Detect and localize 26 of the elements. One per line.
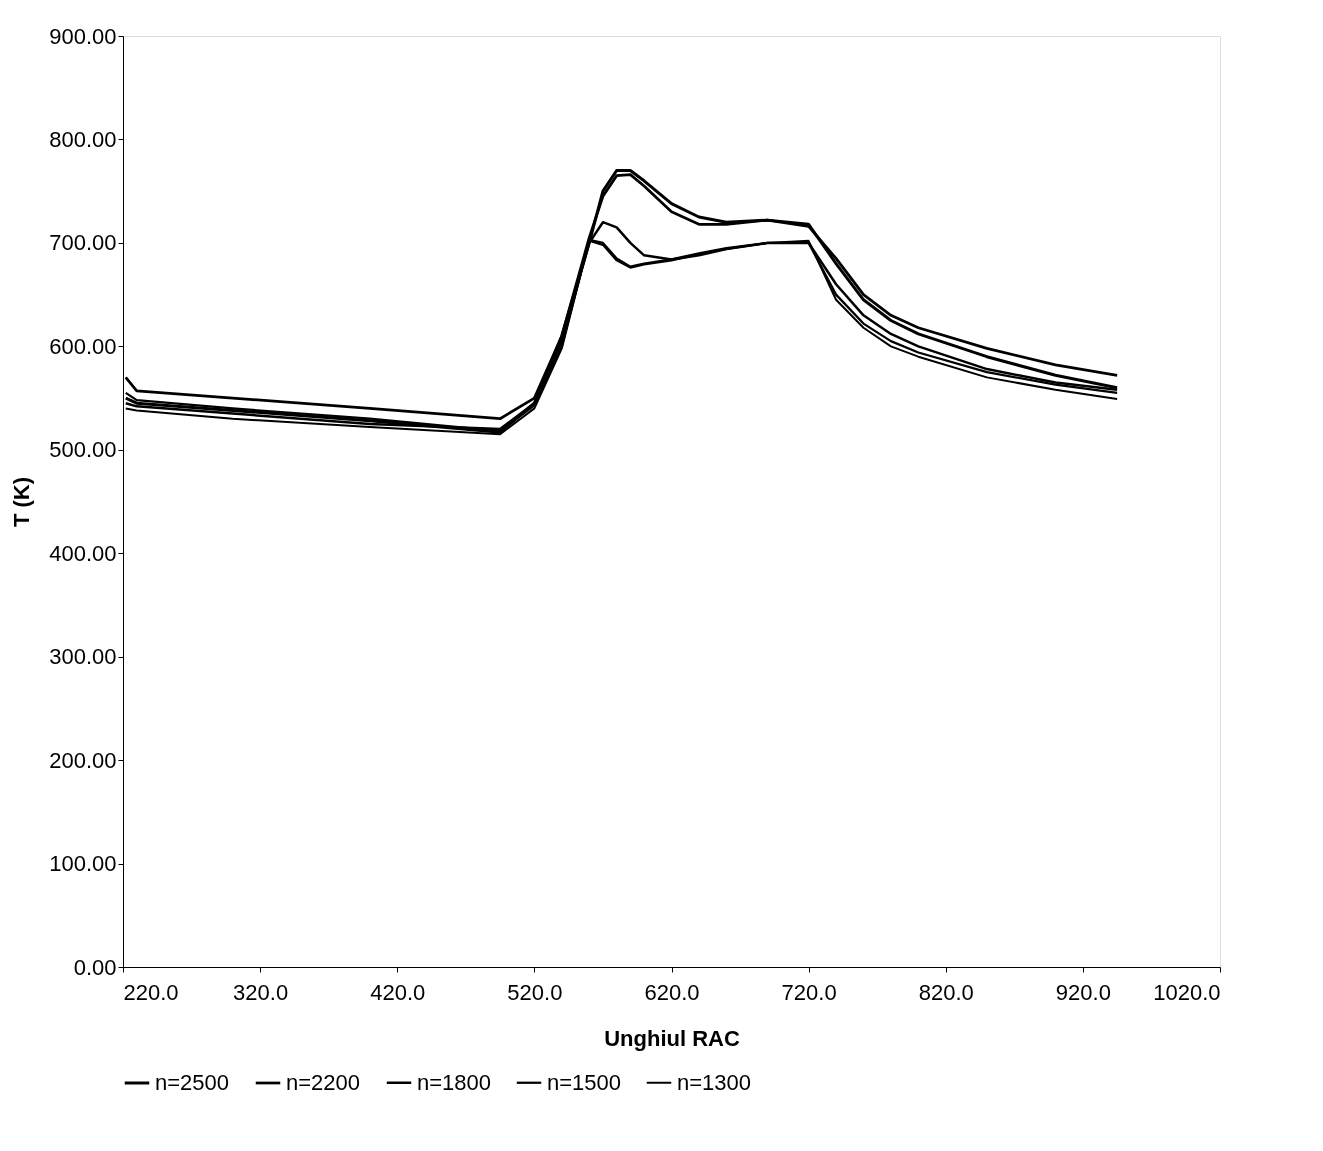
x-tick-label: 420.0: [370, 979, 426, 1005]
y-axis-title: T (K): [9, 476, 35, 528]
x-tick-label: 320.0: [233, 979, 289, 1005]
y-tick-label: 100.00: [49, 851, 117, 877]
x-tick-label: 620.0: [644, 979, 700, 1005]
x-tick-label: 720.0: [781, 979, 837, 1005]
legend-label: n=1800: [417, 1069, 492, 1095]
legend-label: n=1300: [677, 1069, 752, 1095]
y-tick-label: 500.00: [49, 437, 117, 463]
x-tick-label: 220.0: [123, 979, 179, 1005]
legend-label: n=1500: [547, 1069, 622, 1095]
y-tick-label: 200.00: [49, 747, 117, 773]
legend-label: n=2200: [286, 1070, 361, 1095]
y-tick-label: 300.00: [49, 644, 117, 670]
x-tick-label: 920.0: [1055, 979, 1111, 1005]
x-axis-title: Unghiul RAC: [604, 1025, 740, 1051]
x-tick-label: 820.0: [918, 979, 974, 1005]
legend-label: n=2500: [155, 1070, 230, 1095]
x-tick-label: 1020.0: [1153, 979, 1221, 1005]
y-tick-label: 400.00: [49, 540, 117, 566]
y-tick-label: 900.00: [49, 23, 117, 49]
y-tick-label: 700.00: [49, 230, 117, 256]
x-tick-label: 520.0: [507, 979, 563, 1005]
y-tick-label: 800.00: [49, 126, 117, 152]
y-tick-label: 0.00: [73, 954, 117, 980]
y-tick-label: 600.00: [49, 333, 117, 359]
